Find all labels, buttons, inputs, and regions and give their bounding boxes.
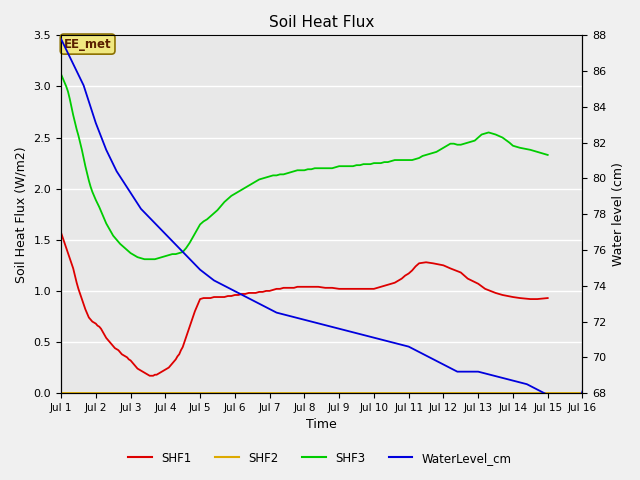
- Text: EE_met: EE_met: [64, 37, 111, 50]
- X-axis label: Time: Time: [307, 419, 337, 432]
- Title: Soil Heat Flux: Soil Heat Flux: [269, 15, 374, 30]
- Y-axis label: Water level (cm): Water level (cm): [612, 162, 625, 266]
- Legend: SHF1, SHF2, SHF3, WaterLevel_cm: SHF1, SHF2, SHF3, WaterLevel_cm: [124, 447, 516, 469]
- Y-axis label: Soil Heat Flux (W/m2): Soil Heat Flux (W/m2): [15, 146, 28, 283]
